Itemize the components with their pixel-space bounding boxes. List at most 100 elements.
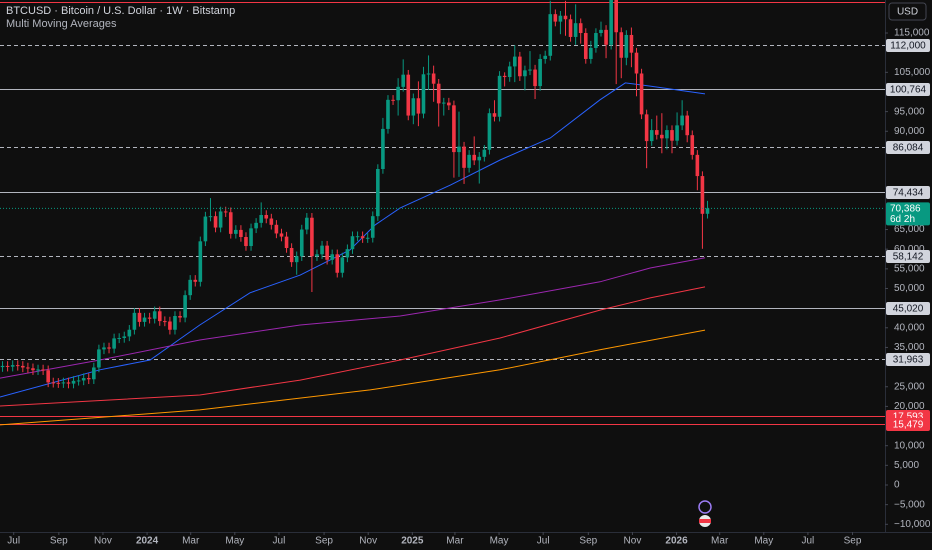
candle-body	[269, 218, 274, 225]
candle-body	[41, 369, 45, 371]
candle-body	[452, 105, 456, 153]
moving-average	[0, 82, 706, 398]
candle-body	[431, 73, 436, 84]
candle-body	[654, 130, 659, 135]
level-tag	[886, 186, 930, 199]
candle-body	[97, 349, 101, 368]
candle-body	[147, 317, 152, 319]
candle-body	[335, 254, 340, 273]
last-price-tag	[886, 202, 930, 226]
moving-average	[0, 257, 706, 379]
candle-body	[284, 236, 289, 248]
candle-body	[365, 237, 370, 239]
y-tick-label: 95,000	[894, 106, 925, 117]
candle-body	[254, 222, 258, 229]
candle-body	[183, 295, 187, 318]
candle-body	[695, 154, 700, 177]
y-tick-label: 25,000	[894, 381, 925, 392]
candle-body	[660, 134, 664, 139]
candle-body	[578, 23, 583, 34]
candle-body	[634, 52, 639, 74]
candle-body	[502, 75, 507, 78]
y-tick-label: 55,000	[894, 263, 925, 274]
level-tag	[886, 250, 930, 263]
candle-body	[568, 19, 573, 37]
candle-body	[310, 217, 314, 257]
candle-body	[76, 380, 81, 382]
candle-body	[127, 329, 132, 337]
level-tag	[886, 353, 930, 366]
candle-body	[512, 56, 517, 67]
candle-body	[305, 217, 309, 230]
y-tick-label: 60,000	[894, 244, 925, 255]
candle-body	[294, 256, 299, 263]
x-tick-label: Sep	[579, 536, 597, 547]
candle-body	[315, 254, 319, 257]
candle-body	[462, 146, 466, 168]
candle-body	[649, 130, 654, 142]
candle-body	[604, 29, 608, 45]
axes: 115,000 105,000 95,000 90,000 65,000 60,000 55…	[7, 28, 931, 547]
candle-body	[589, 47, 593, 59]
candle-body	[340, 257, 345, 273]
candle-body	[411, 98, 416, 116]
x-tick-label: Sep	[50, 536, 68, 547]
candle-body	[507, 66, 512, 78]
plot	[0, 0, 885, 426]
candle-body	[274, 224, 279, 234]
candle-body	[492, 113, 497, 117]
candle-body	[497, 75, 502, 117]
x-tick-label: Jul	[537, 536, 550, 547]
level-tag	[886, 83, 930, 96]
candle-body	[614, 0, 619, 33]
candle-body	[137, 312, 142, 322]
level-tag-label: 74,434	[893, 188, 924, 199]
candle-body	[51, 382, 56, 384]
candle-body	[21, 365, 25, 368]
candle-body	[71, 380, 76, 384]
candle-body	[36, 369, 40, 371]
y-tick-label: 40,000	[894, 322, 925, 333]
candle-body	[553, 14, 558, 22]
candle-body	[421, 74, 426, 114]
candle-body	[173, 315, 177, 330]
x-tick-label: Nov	[359, 536, 377, 547]
candle-body	[548, 14, 553, 56]
x-tick-label: Jul	[273, 536, 286, 547]
x-tick-label: Nov	[624, 536, 642, 547]
level-tag	[886, 39, 930, 52]
candle-body	[66, 382, 71, 384]
level-tag	[886, 302, 930, 315]
y-tick-label: 5,000	[894, 460, 919, 471]
candle-body	[234, 229, 238, 234]
candle-body	[112, 338, 116, 349]
candle-body	[447, 102, 451, 106]
candle-body	[61, 382, 66, 384]
candle-body	[487, 113, 492, 150]
currency-button[interactable]	[888, 2, 927, 21]
candle-body	[472, 154, 476, 161]
candle-body	[92, 367, 96, 380]
candle-body	[15, 365, 20, 367]
x-tick-label: 2026	[665, 536, 688, 547]
level-tag-label: 17,593	[893, 412, 924, 423]
x-tick-label: Mar	[446, 536, 464, 547]
candle-body	[163, 321, 167, 323]
candle-body	[477, 156, 482, 161]
candle-body	[644, 114, 649, 142]
candle-body	[370, 216, 375, 238]
candle-body	[208, 216, 213, 218]
event-icon-flag	[699, 519, 711, 523]
candle-body	[330, 254, 334, 260]
candle-body	[538, 58, 542, 87]
candle-body	[416, 98, 421, 114]
last-price-label: 70,386	[890, 203, 921, 214]
candle-body	[391, 99, 395, 101]
x-tick-label: Sep	[315, 536, 333, 547]
candle-body	[594, 33, 598, 48]
level-tag-label: 112,000	[890, 41, 926, 52]
event-icon[interactable]	[698, 500, 712, 514]
currency-label[interactable]: USD	[897, 7, 918, 18]
candle-body	[320, 245, 324, 255]
candle-body	[203, 216, 208, 242]
